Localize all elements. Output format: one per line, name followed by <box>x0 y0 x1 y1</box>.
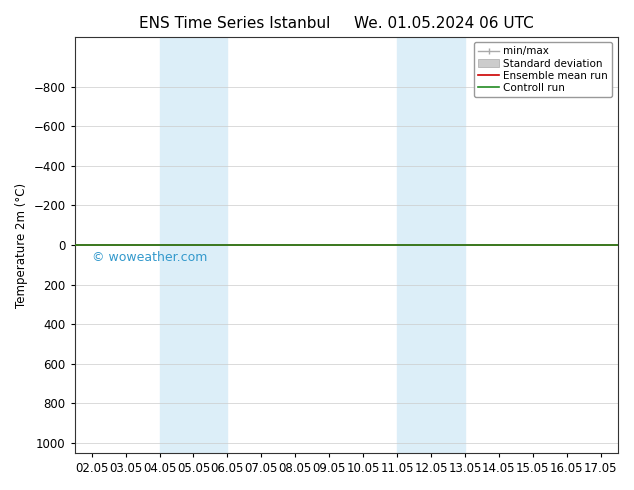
Y-axis label: Temperature 2m (°C): Temperature 2m (°C) <box>15 182 28 308</box>
Legend: min/max, Standard deviation, Ensemble mean run, Controll run: min/max, Standard deviation, Ensemble me… <box>474 42 612 97</box>
Text: We. 01.05.2024 06 UTC: We. 01.05.2024 06 UTC <box>354 16 534 31</box>
Text: ENS Time Series Istanbul: ENS Time Series Istanbul <box>139 16 330 31</box>
Bar <box>160 37 228 453</box>
Bar <box>397 37 465 453</box>
Text: © woweather.com: © woweather.com <box>93 251 208 264</box>
